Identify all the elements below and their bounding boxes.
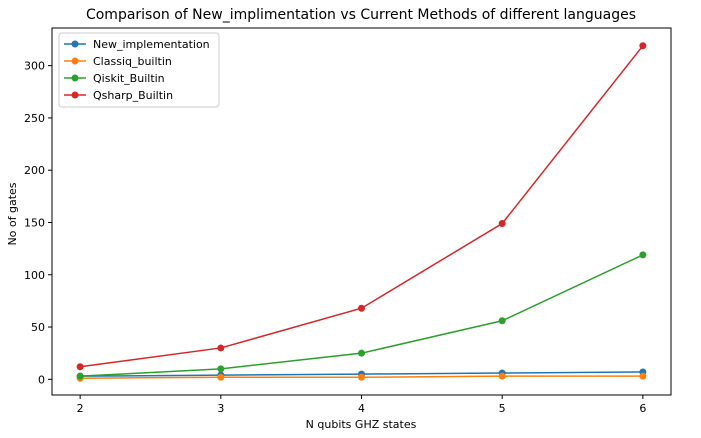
legend-marker-new-implementation [71, 40, 79, 48]
y-tick-label: 200 [24, 164, 45, 177]
data-point-qiskit-builtin [498, 317, 506, 325]
data-point-qiskit-builtin [76, 372, 84, 380]
y-tick-label: 100 [24, 269, 45, 282]
legend-box [58, 32, 220, 108]
x-axis-label: N qubits GHZ states [306, 418, 417, 431]
legend-label-classiq-builtin: Classiq_builtin [93, 55, 172, 68]
y-tick-label: 150 [24, 216, 45, 229]
data-point-classiq-builtin [358, 373, 365, 381]
chart-title: Comparison of New_implimentation vs Curr… [86, 7, 636, 23]
plot-area: 2 3 4 5 6 0 50 100 150 200 250 300 [24, 27, 672, 415]
data-point-qsharp-builtin [639, 42, 647, 50]
data-point-qiskit-builtin [217, 365, 225, 373]
y-tick-label: 300 [24, 60, 45, 73]
x-tick-label: 6 [639, 402, 646, 415]
data-point-qsharp-builtin [217, 344, 225, 352]
legend-label-qsharp-builtin: Qsharp_Builtin [93, 89, 173, 102]
data-point-qsharp-builtin [76, 363, 84, 371]
data-point-qiskit-builtin [639, 251, 647, 259]
y-tick-label: 250 [24, 112, 45, 125]
data-point-qsharp-builtin [358, 304, 365, 312]
data-point-classiq-builtin [498, 372, 506, 380]
series-line-qiskit-builtin [80, 254, 644, 377]
legend-label-new-implementation: New_implementation [93, 38, 210, 51]
y-axis-label: No of gates [6, 182, 19, 245]
legend: New_implementation Classiq_builtin Qiskit_… [58, 32, 220, 108]
legend-marker-qiskit-builtin [71, 74, 79, 82]
legend-marker-qsharp-builtin [71, 91, 79, 99]
data-point-classiq-builtin [639, 372, 647, 380]
data-point-qiskit-builtin [358, 349, 365, 357]
x-tick-label: 4 [358, 402, 365, 415]
x-tick-label: 3 [217, 402, 224, 415]
x-tick-label: 2 [77, 402, 84, 415]
y-tick-label: 0 [38, 373, 45, 386]
x-tick-label: 5 [499, 402, 506, 415]
y-tick-label: 50 [31, 321, 45, 334]
legend-marker-classiq-builtin [71, 57, 79, 65]
data-point-classiq-builtin [217, 373, 225, 381]
legend-label-qiskit-builtin: Qiskit_Builtin [93, 72, 165, 85]
data-point-qsharp-builtin [498, 220, 506, 228]
